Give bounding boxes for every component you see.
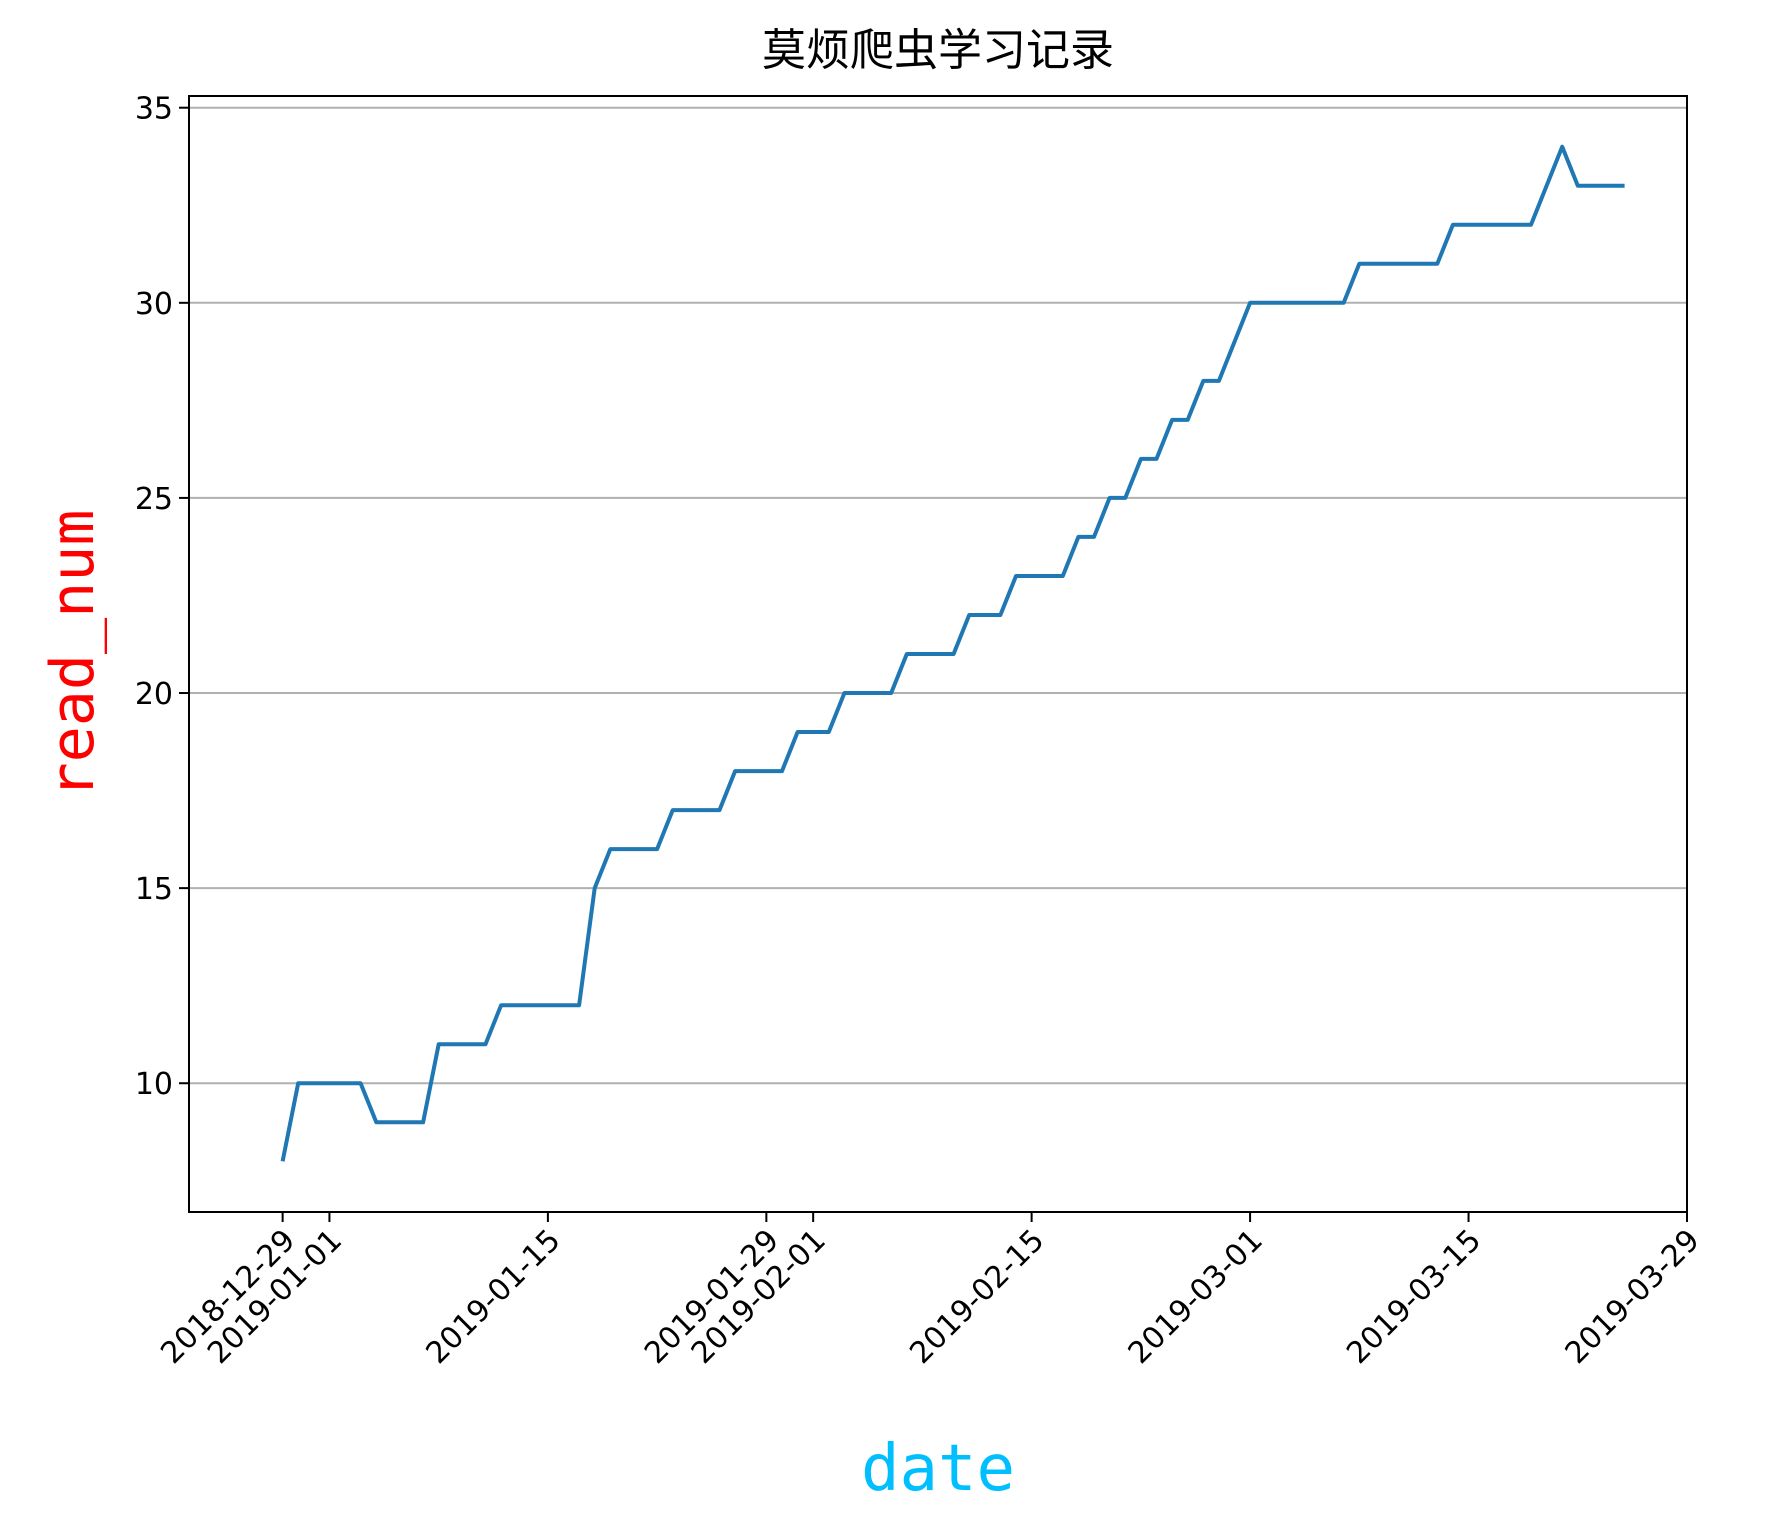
y-tick-label: 25: [135, 482, 173, 517]
y-tick-label: 15: [135, 872, 173, 907]
y-axis-label: read_num: [38, 510, 108, 799]
series-line: [280, 144, 1625, 1162]
plot-area: [280, 144, 1625, 1162]
y-tick-label: 10: [135, 1067, 173, 1102]
plot-frame: [188, 95, 1688, 1213]
grid-lines: [189, 106, 1687, 1085]
y-tick-label: 20: [135, 677, 173, 712]
y-tick-label: 30: [135, 287, 173, 322]
y-axis: 10 15 20 25 30 35: [135, 92, 189, 1102]
chart-title: 莫烦爬虫学习记录: [762, 25, 1114, 76]
x-axis-label: date: [861, 1432, 1015, 1506]
y-tick-label: 35: [135, 92, 173, 127]
